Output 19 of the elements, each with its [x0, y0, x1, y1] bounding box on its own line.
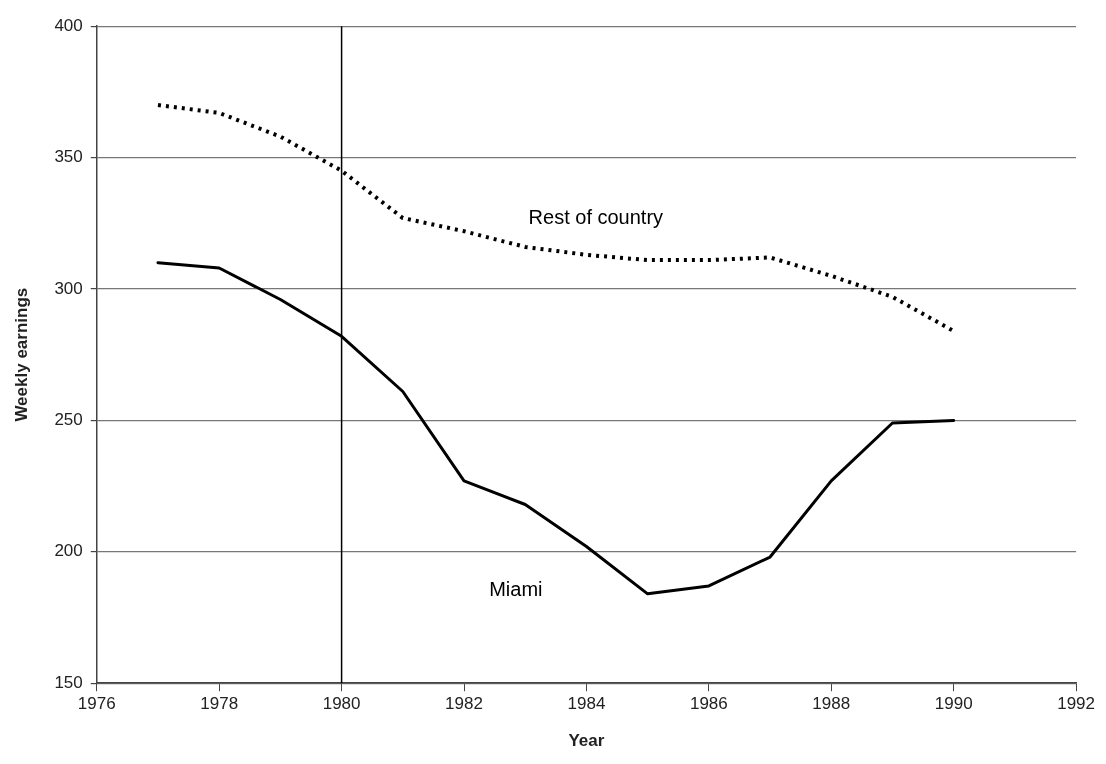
text: Miami: [489, 578, 543, 601]
y-tick-label: 200: [54, 541, 83, 561]
x-tick-label: 1976: [77, 694, 116, 714]
x-tick-label: 1978: [200, 694, 239, 714]
y-tick-label: 300: [54, 278, 83, 298]
x-tick-label: 1986: [689, 694, 728, 714]
x-tick-label: 1984: [567, 694, 606, 714]
y-tick-label: 250: [54, 410, 83, 430]
y-tick-label: 150: [54, 672, 83, 692]
y-axis-title: Weekly earnings: [11, 287, 31, 422]
series-label: Rest of country: [528, 206, 664, 229]
x-tick-label: 1990: [934, 694, 973, 714]
y-tick-label: 350: [54, 147, 83, 167]
x-axis-title: Year: [568, 731, 605, 751]
x-tick-label: 1982: [445, 694, 483, 714]
y-tick-label: 400: [54, 15, 83, 35]
x-tick-label: 1980: [322, 694, 361, 714]
x-tick-label: 1988: [812, 694, 851, 714]
x-tick-label: 1992: [1057, 694, 1095, 714]
